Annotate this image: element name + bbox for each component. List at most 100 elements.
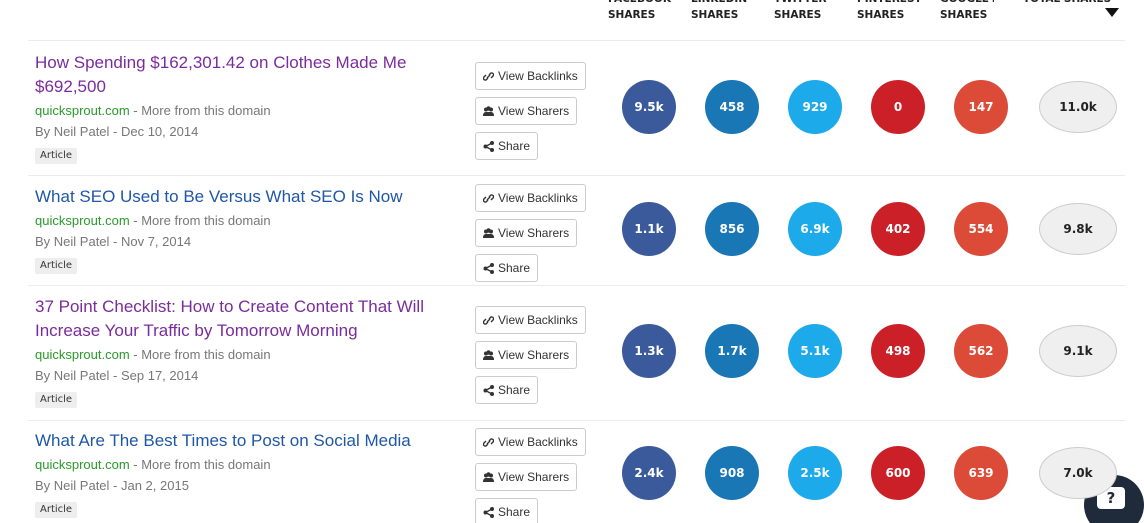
divider [28, 40, 1125, 41]
help-icon: ? [1097, 487, 1125, 509]
button-label: View Backlinks [498, 191, 578, 205]
share-count: 908 [705, 446, 759, 500]
article-info: 37 Point Checklist: How to Create Conten… [35, 295, 445, 408]
action-button[interactable]: View Sharers [475, 463, 578, 491]
button-icon [483, 193, 494, 203]
button-icon [483, 349, 494, 360]
button-icon [483, 105, 494, 116]
domain-link[interactable]: quicksprout.com [35, 213, 130, 228]
byline: By Neil Patel - Sep 17, 2014 [35, 368, 199, 383]
button-label: View Backlinks [498, 69, 578, 83]
action-button[interactable]: View Backlinks [475, 428, 586, 456]
total-shares: 9.1k [1039, 325, 1117, 377]
more-from-domain[interactable]: - More from this domain [133, 347, 271, 362]
action-buttons: View Backlinks View Sharers Share [475, 306, 586, 411]
button-label: Share [498, 383, 531, 397]
column-header: FACEBOOK SHARES [608, 0, 671, 21]
share-count: 9.5k [622, 80, 676, 134]
article-info: What Are The Best Times to Post on Socia… [35, 429, 445, 518]
share-count: 458 [705, 80, 759, 134]
action-button[interactable]: View Backlinks [475, 306, 586, 334]
domain-link[interactable]: quicksprout.com [35, 457, 130, 472]
share-count: 639 [954, 446, 1008, 500]
share-count: 554 [954, 202, 1008, 256]
button-icon [483, 437, 494, 447]
button-icon [483, 315, 494, 325]
content-tag: Article [35, 148, 78, 164]
action-button[interactable]: View Sharers [475, 341, 578, 369]
action-button[interactable]: View Sharers [475, 219, 578, 247]
share-count: 0 [871, 80, 925, 134]
total-shares: 11.0k [1039, 81, 1117, 133]
action-button[interactable]: View Backlinks [475, 184, 586, 212]
share-count: 498 [871, 324, 925, 378]
domain-line: quicksprout.com - More from this domain [35, 209, 445, 233]
domain-link[interactable]: quicksprout.com [35, 103, 130, 118]
share-count: 600 [871, 446, 925, 500]
sort-arrow[interactable] [1105, 8, 1119, 18]
button-label: Share [498, 505, 531, 519]
content-tag: Article [35, 258, 78, 274]
share-count: 5.1k [788, 324, 842, 378]
domain-line: quicksprout.com - More from this domain [35, 453, 445, 477]
button-label: View Sharers [498, 470, 570, 484]
share-count: 929 [788, 80, 842, 134]
action-button[interactable]: Share [475, 132, 539, 160]
column-header: TWITTER SHARES [774, 0, 826, 21]
byline: By Neil Patel - Dec 10, 2014 [35, 124, 199, 139]
button-label: View Sharers [498, 348, 570, 362]
divider [28, 175, 1125, 176]
column-header[interactable]: TOTAL SHARES [1023, 0, 1111, 7]
divider [28, 420, 1125, 421]
button-label: Share [498, 139, 531, 153]
button-icon [483, 471, 494, 482]
domain-line: quicksprout.com - More from this domain [35, 343, 445, 367]
action-button[interactable]: Share [475, 376, 539, 404]
action-buttons: View Backlinks View Sharers Share [475, 62, 586, 167]
article-info: What SEO Used to Be Versus What SEO Is N… [35, 185, 445, 274]
action-buttons: View Backlinks View Sharers Share [475, 184, 586, 289]
action-button[interactable]: View Backlinks [475, 62, 586, 90]
divider [28, 285, 1125, 286]
button-icon [483, 227, 494, 238]
button-icon [483, 262, 494, 274]
domain-line: quicksprout.com - More from this domain [35, 99, 445, 123]
column-header: GOOGLE+ SHARES [940, 0, 998, 21]
button-label: View Backlinks [498, 435, 578, 449]
share-count: 2.4k [622, 446, 676, 500]
action-button[interactable]: Share [475, 254, 539, 282]
share-count: 147 [954, 80, 1008, 134]
article-title[interactable]: How Spending $162,301.42 on Clothes Made… [35, 53, 407, 96]
button-label: Share [498, 261, 531, 275]
more-from-domain[interactable]: - More from this domain [133, 213, 271, 228]
button-icon [483, 384, 494, 396]
action-button[interactable]: Share [475, 498, 539, 523]
button-icon [483, 71, 494, 81]
share-count: 1.3k [622, 324, 676, 378]
content-tag: Article [35, 392, 78, 408]
share-count: 402 [871, 202, 925, 256]
share-count: 562 [954, 324, 1008, 378]
article-info: How Spending $162,301.42 on Clothes Made… [35, 51, 445, 164]
share-count: 6.9k [788, 202, 842, 256]
byline: By Neil Patel - Jan 2, 2015 [35, 478, 189, 493]
more-from-domain[interactable]: - More from this domain [133, 103, 271, 118]
button-label: View Backlinks [498, 313, 578, 327]
article-title[interactable]: What SEO Used to Be Versus What SEO Is N… [35, 187, 403, 206]
share-count: 1.7k [705, 324, 759, 378]
button-icon [483, 140, 494, 152]
action-button[interactable]: View Sharers [475, 97, 578, 125]
share-count: 2.5k [788, 446, 842, 500]
button-icon [483, 506, 494, 518]
byline: By Neil Patel - Nov 7, 2014 [35, 234, 192, 249]
button-label: View Sharers [498, 226, 570, 240]
domain-link[interactable]: quicksprout.com [35, 347, 130, 362]
more-from-domain[interactable]: - More from this domain [133, 457, 271, 472]
article-title[interactable]: What Are The Best Times to Post on Socia… [35, 431, 411, 450]
column-header: PINTEREST SHARES [857, 0, 922, 21]
button-label: View Sharers [498, 104, 570, 118]
action-buttons: View Backlinks View Sharers Share [475, 428, 586, 523]
article-title[interactable]: 37 Point Checklist: How to Create Conten… [35, 297, 424, 340]
content-tag: Article [35, 502, 78, 518]
